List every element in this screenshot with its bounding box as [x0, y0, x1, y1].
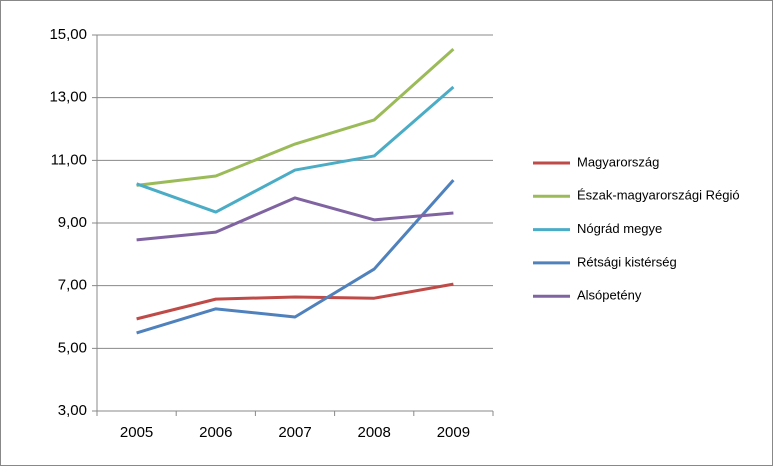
- x-tick-label: 2009: [437, 424, 470, 441]
- y-tick-label: 7,00: [58, 277, 87, 294]
- series-line: [136, 85, 455, 214]
- y-tick-label: 15,00: [49, 26, 87, 43]
- x-tick-label: 2007: [278, 424, 311, 441]
- x-tick-label: 2008: [358, 424, 391, 441]
- x-tick-label: 2005: [120, 424, 153, 441]
- legend-label: Alsópetény: [577, 288, 642, 303]
- y-tick-label: 13,00: [49, 89, 87, 106]
- series-line: [136, 282, 454, 321]
- series-line: [136, 47, 455, 187]
- y-tick-label: 3,00: [58, 402, 87, 419]
- legend-label: Nógrád megye: [577, 221, 662, 236]
- y-tick-label: 9,00: [58, 214, 87, 231]
- x-tick-label: 2006: [199, 424, 232, 441]
- legend-label: Magyarország: [577, 154, 659, 169]
- y-tick-label: 11,00: [51, 151, 87, 168]
- series-line: [136, 179, 455, 335]
- y-tick-label: 5,00: [58, 339, 87, 356]
- legend-label: Rétsági kistérség: [577, 254, 677, 269]
- series-line: [136, 196, 454, 242]
- legend-label: Észak-magyarországi Régió: [577, 188, 740, 203]
